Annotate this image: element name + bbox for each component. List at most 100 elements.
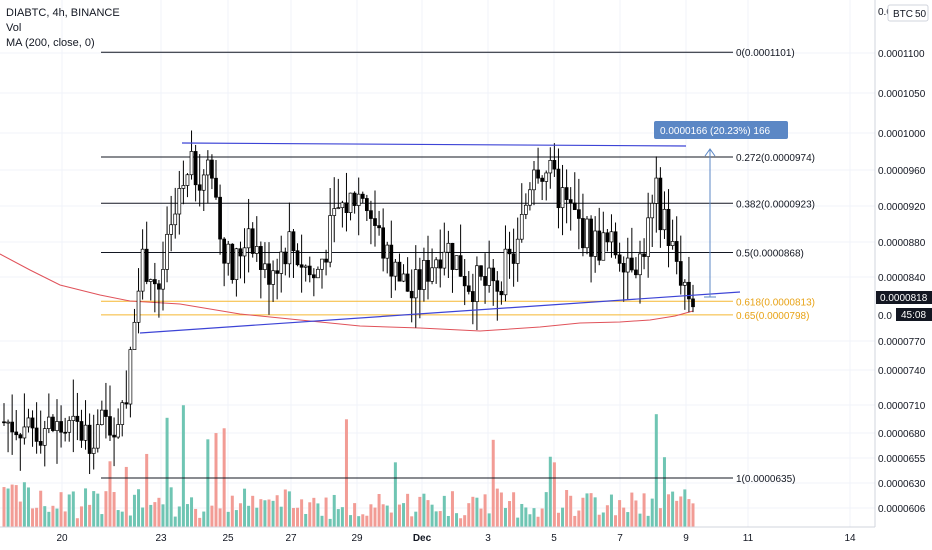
volume-bar [312, 497, 316, 527]
volume-bar [39, 490, 43, 527]
candle-body [169, 224, 174, 235]
volume-bar [503, 507, 507, 527]
candle-body [458, 255, 463, 277]
volume-bar [626, 512, 630, 527]
candle-body [650, 203, 655, 219]
candle-body [405, 273, 410, 292]
volume-bar [316, 503, 320, 527]
volume-bar [328, 518, 332, 527]
measure-label-box [654, 121, 788, 139]
volume-bar [2, 487, 6, 527]
volume-bar [569, 495, 573, 527]
candle-body [18, 434, 23, 439]
y-tick-label: 0.0000680 [878, 429, 926, 440]
candle-body [242, 247, 247, 257]
trendlines[interactable] [139, 142, 741, 334]
candle-body [51, 416, 55, 431]
candle-body [246, 228, 251, 249]
volume-bar [683, 489, 687, 527]
volume-bar [145, 453, 149, 527]
volume-bar [132, 494, 136, 527]
candle-body [605, 232, 610, 243]
candle-body [401, 273, 406, 282]
candle-body [79, 421, 84, 441]
candle-body [275, 270, 280, 274]
candle-body [22, 426, 27, 439]
fib-label: 0.618(0.0000813) [736, 297, 815, 308]
volume-bar [177, 506, 181, 527]
candle-body [140, 248, 145, 292]
volume-bar [67, 494, 71, 527]
y-tick-label: 0.0000655 [878, 454, 926, 465]
x-axis-ticks[interactable]: 20 23 25 27 29 Dec 3 5 7 9 11 14 [56, 533, 856, 544]
candle-body [99, 409, 104, 426]
candle-body [214, 177, 218, 198]
volume-bar [369, 504, 373, 527]
volume-bar [185, 504, 189, 527]
ma-label[interactable]: MA (200, close, 0) [6, 37, 95, 49]
volume-bar [141, 507, 145, 527]
fib-label: 1(0.0000635) [736, 474, 796, 485]
y-tick-label: 0.0000960 [878, 166, 926, 177]
candle-body [434, 259, 439, 269]
candle-body [205, 159, 210, 176]
candle-body [581, 218, 585, 249]
candle-body [189, 151, 194, 176]
volume-bar [230, 495, 234, 527]
candle-body [621, 263, 626, 273]
candle-body [638, 253, 642, 276]
volume-bar [463, 515, 467, 527]
vol-label[interactable]: Vol [6, 22, 22, 34]
candle-body [670, 241, 675, 246]
candle-body [14, 431, 19, 436]
candle-body [263, 263, 267, 270]
volume-bar [667, 494, 671, 527]
fib-label: 0(0.0001101) [736, 48, 795, 59]
symbol-line[interactable]: DIABTC, 4h, BINANCE [6, 7, 120, 19]
volume-bar [467, 503, 471, 527]
volume-bar [662, 457, 666, 527]
upper-trendline[interactable] [181, 142, 687, 147]
candle-body [91, 447, 96, 454]
volume-bar [589, 493, 593, 527]
volume-bar [642, 493, 646, 527]
candles [2, 130, 695, 475]
volume-bar [6, 488, 10, 527]
volume-bar [679, 496, 683, 527]
volume-bar [169, 487, 173, 527]
candle-body [397, 261, 402, 282]
candle-body [112, 434, 116, 438]
volume-bar [263, 500, 267, 527]
volume-bar [495, 488, 499, 527]
price-range-measure[interactable] [704, 148, 716, 298]
candle-body [283, 251, 288, 265]
candle-body [201, 174, 206, 191]
candle-body [413, 269, 418, 299]
x-tick-label: 23 [155, 533, 167, 544]
candle-body [75, 415, 80, 422]
volume-bar [31, 508, 35, 527]
candle-body [234, 248, 239, 281]
candle-body [71, 415, 76, 421]
candle-body [658, 177, 663, 231]
candle-body [507, 248, 512, 255]
candle-body [552, 160, 557, 170]
fib-label: 0.65(0.0000798) [736, 311, 809, 322]
volume-bar [561, 507, 565, 527]
y-axis-ticks[interactable]: 0.00011000.00010500.00010000.00009600.00… [878, 49, 926, 515]
candle-body [316, 268, 320, 279]
candle-body [26, 417, 31, 428]
volume-bar [491, 439, 495, 527]
currency-badge[interactable] [887, 4, 929, 22]
candle-body [181, 185, 186, 189]
volume-bar [287, 491, 291, 527]
candle-body [426, 259, 430, 282]
lower-trendline[interactable] [139, 291, 741, 334]
volume-bar [487, 513, 491, 527]
candle-body [609, 231, 614, 243]
y-tick-label: 0.0001000 [878, 129, 926, 140]
candle-body [238, 248, 243, 257]
volume-bar [438, 511, 442, 527]
x-tick-label: 7 [617, 533, 623, 544]
